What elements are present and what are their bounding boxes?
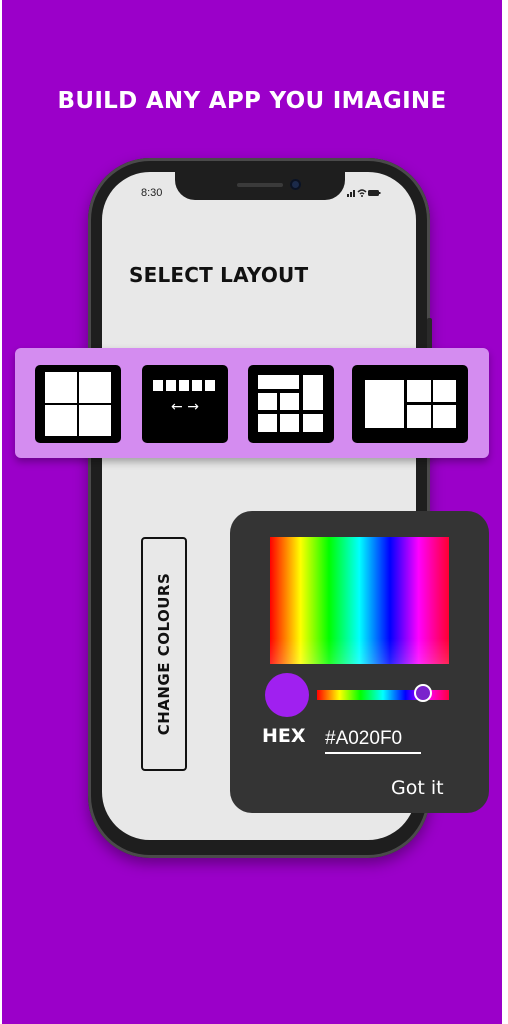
layout-cell — [303, 414, 323, 432]
layout-cell — [45, 372, 77, 403]
layout-cell — [303, 375, 323, 410]
layout-cell — [407, 405, 431, 428]
hue-slider[interactable] — [317, 690, 449, 700]
hue-slider-thumb[interactable] — [414, 684, 432, 702]
selected-color-swatch — [265, 673, 309, 717]
layout-cell — [179, 380, 189, 391]
hex-label: HEX — [262, 725, 306, 747]
change-colours-button[interactable] — [141, 537, 187, 771]
layout-option-wide-split[interactable] — [352, 365, 468, 443]
layout-cell — [205, 380, 215, 391]
layout-option-dashboard[interactable] — [248, 365, 334, 443]
layout-cell — [79, 372, 111, 403]
layout-cell — [192, 380, 202, 391]
select-layout-title: SELECT LAYOUT — [129, 263, 309, 287]
layout-cell — [258, 414, 277, 432]
layout-cell — [166, 380, 176, 391]
layout-option-tabs[interactable]: ← → — [142, 365, 228, 443]
camera-icon — [290, 179, 301, 190]
got-it-button[interactable]: Got it — [391, 777, 444, 799]
layout-cell — [79, 405, 111, 436]
layout-cell — [258, 393, 277, 410]
layout-option-grid[interactable] — [35, 365, 121, 443]
change-colours-label: CHANGE COLOURS — [155, 572, 173, 736]
layout-cell — [280, 414, 299, 432]
layout-cell — [433, 405, 456, 428]
signal-wifi-battery-icon — [347, 189, 381, 197]
layout-cell — [407, 380, 431, 402]
layout-cell — [365, 380, 404, 428]
color-spectrum[interactable] — [270, 537, 449, 664]
status-icons — [347, 188, 381, 200]
hex-input[interactable] — [325, 726, 421, 754]
layout-cell — [45, 405, 77, 436]
scroll-arrows-icon: ← → — [171, 399, 199, 415]
layout-cell — [153, 380, 163, 391]
layout-cell — [433, 380, 456, 402]
layout-cell — [258, 375, 299, 389]
status-time: 8:30 — [141, 187, 163, 199]
layout-cell — [280, 393, 299, 410]
phone-side-button — [427, 318, 432, 374]
speaker-icon — [237, 183, 283, 187]
headline: BUILD ANY APP YOU IMAGINE — [57, 88, 447, 114]
